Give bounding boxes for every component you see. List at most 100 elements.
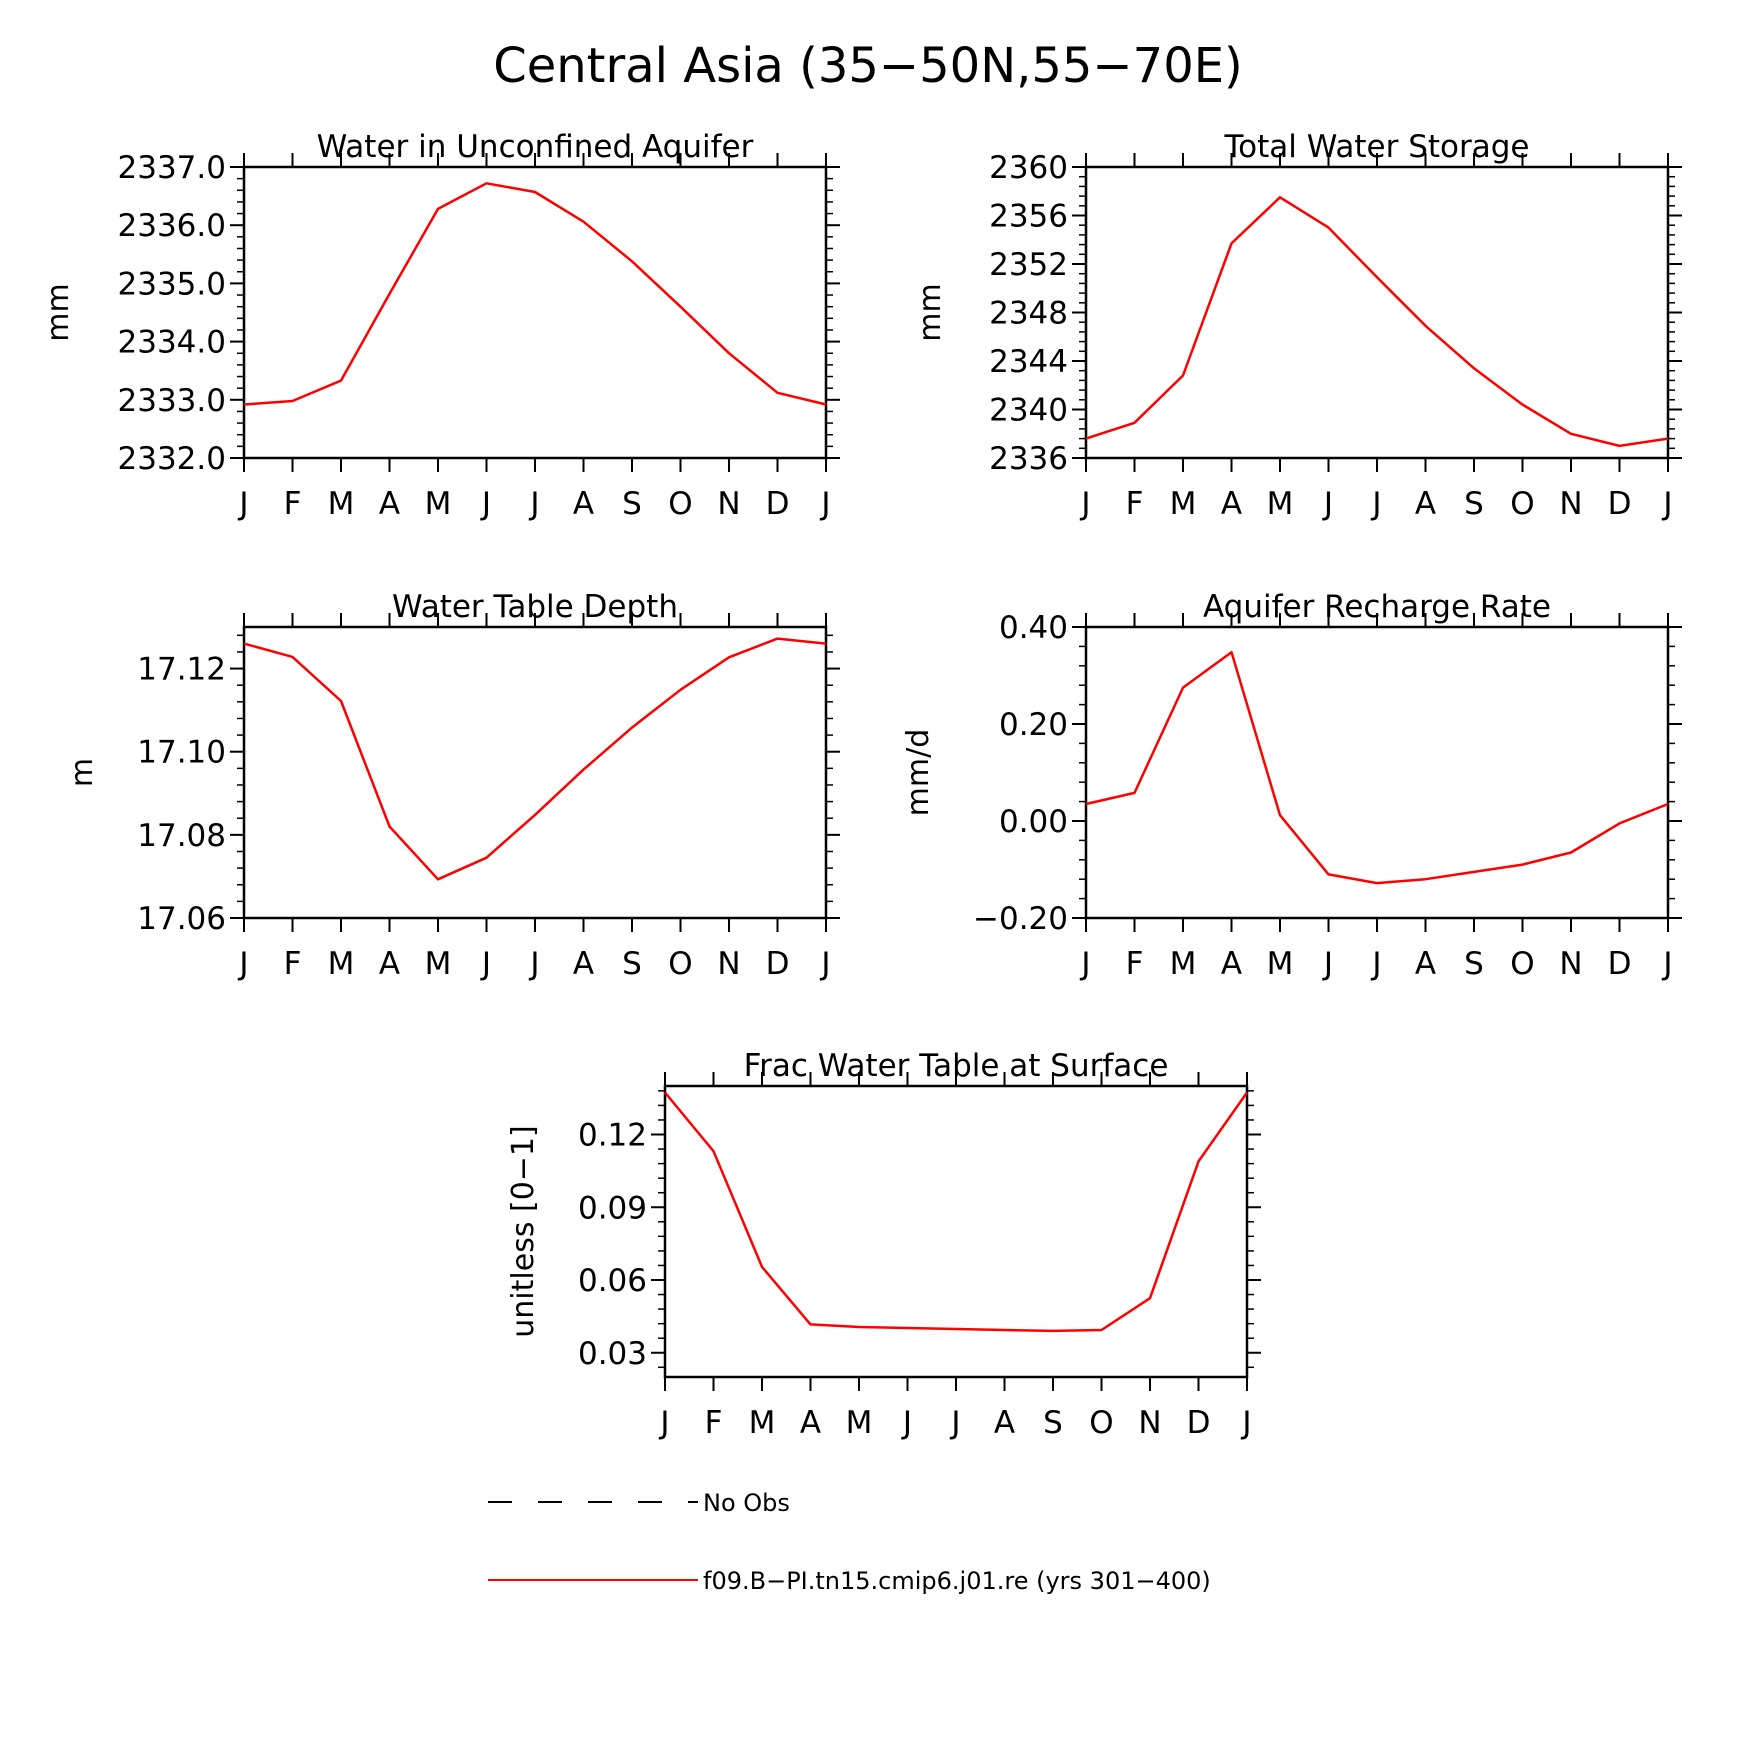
x-tick-label: A xyxy=(800,1405,821,1441)
legend: No Obs f09.B−PI.tn15.cmip6.j01.re (yrs 3… xyxy=(488,1489,1211,1595)
x-tick-label: A xyxy=(1221,486,1242,522)
x-tick-label: J xyxy=(1370,946,1381,982)
y-tick-label: 2336 xyxy=(989,441,1068,477)
x-tick-label: J xyxy=(480,486,491,522)
x-tick-label: O xyxy=(668,946,692,982)
series-line xyxy=(664,1091,1249,1333)
x-tick-label: F xyxy=(284,946,302,982)
y-tick-label: 2335.0 xyxy=(118,266,226,302)
x-tick-label: N xyxy=(1559,486,1582,522)
x-tick-label: A xyxy=(1221,946,1242,982)
x-tick-label: J xyxy=(480,946,491,982)
series-line xyxy=(243,637,827,881)
x-tick-label: D xyxy=(766,946,790,982)
x-tick-label: A xyxy=(573,946,594,982)
y-tick-label: 0.09 xyxy=(578,1190,647,1226)
x-tick-label: J xyxy=(237,946,248,982)
x-tick-label: J xyxy=(528,486,539,522)
x-tick-label: M xyxy=(1267,946,1294,982)
x-tick-label: J xyxy=(901,1405,912,1441)
x-tick-label: A xyxy=(994,1405,1015,1441)
y-tick-label: 0.03 xyxy=(578,1336,647,1372)
y-tick-label: 2337.0 xyxy=(118,150,226,186)
x-tick-label: F xyxy=(705,1405,723,1441)
x-tick-label: D xyxy=(766,486,790,522)
main-title: Central Asia (35−50N,55−70E) xyxy=(493,38,1243,94)
x-tick-label: S xyxy=(622,946,642,982)
x-tick-label: J xyxy=(1370,486,1381,522)
y-tick-label: −0.20 xyxy=(973,901,1068,937)
x-tick-label: M xyxy=(328,486,355,522)
x-tick-label: N xyxy=(717,946,740,982)
x-tick-label: M xyxy=(1170,486,1197,522)
x-tick-label: O xyxy=(1089,1405,1113,1441)
y-tick-label: 2334.0 xyxy=(118,325,226,361)
y-axis-label: m xyxy=(65,758,100,787)
x-tick-label: J xyxy=(1322,486,1333,522)
y-tick-label: 0.06 xyxy=(578,1263,647,1299)
y-tick-label: 2332.0 xyxy=(118,441,226,477)
y-tick-label: 2356 xyxy=(989,199,1068,235)
y-axis-label: mm xyxy=(41,283,76,341)
x-tick-label: J xyxy=(1079,946,1090,982)
x-tick-label: O xyxy=(1510,946,1534,982)
y-tick-label: 0.20 xyxy=(999,707,1068,743)
plot-frame xyxy=(242,625,828,920)
x-tick-label: J xyxy=(1661,946,1672,982)
x-tick-label: M xyxy=(749,1405,776,1441)
series-line xyxy=(1085,196,1669,448)
x-tick-label: J xyxy=(819,486,830,522)
x-tick-label: O xyxy=(668,486,692,522)
series-line xyxy=(243,182,827,406)
x-tick-label: J xyxy=(1661,486,1672,522)
x-tick-label: J xyxy=(658,1405,669,1441)
x-tick-label: A xyxy=(379,946,400,982)
x-tick-label: F xyxy=(1126,486,1144,522)
x-tick-label: J xyxy=(949,1405,960,1441)
y-tick-label: 2340 xyxy=(989,393,1068,429)
y-axis-label: mm xyxy=(913,283,948,341)
legend-obs-label: No Obs xyxy=(703,1489,790,1517)
y-tick-label: 2348 xyxy=(989,296,1068,332)
x-tick-label: S xyxy=(1043,1405,1063,1441)
x-tick-label: M xyxy=(1267,486,1294,522)
x-tick-label: J xyxy=(1079,486,1090,522)
x-tick-label: S xyxy=(1464,946,1484,982)
x-tick-label: S xyxy=(622,486,642,522)
y-tick-label: 2360 xyxy=(989,150,1068,186)
x-tick-label: J xyxy=(819,946,830,982)
x-tick-label: J xyxy=(528,946,539,982)
series-line xyxy=(1085,650,1669,885)
x-tick-label: F xyxy=(284,486,302,522)
x-tick-label: M xyxy=(328,946,355,982)
y-tick-label: 17.08 xyxy=(137,818,226,854)
x-tick-label: J xyxy=(237,486,248,522)
plot-frame xyxy=(242,165,828,460)
x-tick-label: N xyxy=(1138,1405,1161,1441)
x-tick-label: D xyxy=(1608,946,1632,982)
y-axis-label: unitless [0−1] xyxy=(506,1125,541,1337)
x-tick-label: J xyxy=(1240,1405,1251,1441)
y-axis-label: mm/d xyxy=(901,729,936,817)
y-tick-label: 0.40 xyxy=(999,610,1068,646)
y-tick-label: 17.12 xyxy=(137,652,226,688)
plot-frame xyxy=(1084,165,1670,460)
y-tick-label: 2333.0 xyxy=(118,383,226,419)
x-tick-label: S xyxy=(1464,486,1484,522)
x-tick-label: M xyxy=(425,946,452,982)
x-tick-label: A xyxy=(379,486,400,522)
x-tick-label: M xyxy=(425,486,452,522)
x-tick-label: M xyxy=(1170,946,1197,982)
x-tick-label: M xyxy=(846,1405,873,1441)
x-tick-label: D xyxy=(1187,1405,1211,1441)
x-tick-label: J xyxy=(1322,946,1333,982)
x-tick-label: A xyxy=(573,486,594,522)
x-tick-label: A xyxy=(1415,946,1436,982)
legend-model-label: f09.B−PI.tn15.cmip6.j01.re (yrs 301−400) xyxy=(703,1567,1211,1595)
y-tick-label: 2344 xyxy=(989,344,1068,380)
